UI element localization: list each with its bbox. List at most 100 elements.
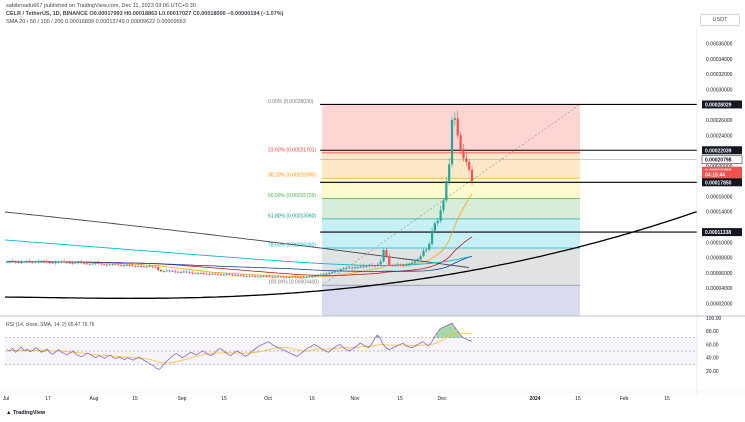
candle-body (442, 200, 445, 211)
candle-body (285, 277, 288, 279)
candle-body (462, 149, 465, 159)
candle-body (199, 272, 203, 274)
candle-body (405, 264, 408, 266)
candle-body (271, 276, 274, 278)
candle-body (45, 261, 49, 263)
candle-body (410, 262, 414, 264)
candle-body (345, 267, 348, 269)
candle-body (11, 261, 14, 263)
candle-body (68, 262, 71, 264)
candle-body (17, 262, 20, 263)
sma-100-line (6, 255, 473, 272)
logo-icon: ▲ (6, 410, 13, 416)
candle-body (108, 264, 111, 266)
price-tag (702, 178, 742, 187)
candle-body (371, 265, 374, 267)
fib-label: 0.00% (0.00028030) (268, 99, 314, 105)
candle-body (65, 262, 69, 263)
candle-body (177, 271, 180, 273)
candle-body (396, 264, 399, 266)
price-tag (702, 146, 742, 155)
candle-body (100, 263, 103, 265)
candle-body (162, 271, 166, 272)
candle-body (328, 273, 331, 274)
price-tick: 0.00006000 (706, 271, 733, 277)
candle-body (145, 266, 148, 268)
candle-body (299, 277, 302, 279)
candle-body (225, 274, 228, 276)
candle-body (362, 266, 365, 268)
candle-body (468, 162, 471, 170)
sma-line: SMA 20 / 50 / 100 / 200 0.00016899 0.000… (6, 19, 186, 25)
candle-body (428, 243, 431, 250)
fib-label: 61.80% (0.00013060) (268, 213, 316, 219)
fib-label: 38.20% (0.00018390) (268, 173, 316, 179)
candle-body (185, 271, 188, 273)
fib-label: 50.00% (0.00015729) (268, 193, 316, 199)
candle-body (413, 261, 417, 263)
candle-body (60, 261, 63, 263)
price-tag (702, 170, 742, 179)
time-tick: Nov (351, 396, 360, 402)
candle-body (168, 270, 171, 272)
candle-body (165, 270, 168, 272)
candle-body (305, 276, 308, 278)
candle-body (231, 274, 234, 276)
candle-body (88, 263, 91, 265)
candle-body (48, 262, 51, 264)
fib-zone (322, 285, 580, 316)
logo-text: TradingView (12, 410, 46, 416)
candle-body (379, 261, 382, 265)
candle-body (416, 259, 419, 262)
candle-body (51, 262, 54, 264)
candle-body (217, 274, 220, 275)
candle-body (242, 275, 245, 277)
candle-body (436, 220, 439, 224)
candle-body (422, 250, 425, 257)
fib-zone (322, 178, 580, 199)
price-tick: 0.00030000 (706, 87, 733, 93)
fib-label: 23.60% (0.00021701) (268, 147, 316, 153)
time-tick: Feb (620, 396, 629, 402)
candle-body (191, 272, 194, 274)
candle-body (20, 262, 23, 264)
candle-body (419, 256, 422, 260)
candle-body (40, 261, 43, 262)
candle-body (336, 270, 340, 272)
fib-labels: 0.00% (0.00028030) 23.60% (0.00021701) 38.… (268, 99, 319, 286)
candle-body (37, 261, 40, 263)
sma-200-line (4, 211, 470, 269)
candle-body (373, 265, 377, 267)
time-tick: 15 (575, 396, 581, 402)
candle-body (331, 272, 334, 274)
rsi-panel: RSI (14, close, SMA, 14, 2) 65.47 76.76 (0, 315, 745, 370)
price-tick: 0.00002000 (706, 302, 733, 308)
candle-body (28, 261, 31, 263)
candle-body (265, 275, 268, 277)
price-tag-text: 04:15:44 (705, 172, 725, 178)
candle-body (368, 265, 371, 267)
trend-line (321, 104, 581, 286)
candle-body (214, 273, 217, 275)
candle-body (8, 261, 11, 263)
rsi-tick: 80.00 (706, 329, 719, 335)
candle-body (385, 249, 388, 257)
price-tick: 0.00014000 (706, 210, 733, 216)
price-tags: 0.000280290.000220390.000207980.00019369… (701, 100, 743, 237)
candle-body (197, 272, 200, 274)
candle-body (85, 263, 88, 265)
candle-body (62, 261, 66, 263)
price-tag (702, 228, 742, 237)
rsi-tick: 40.00 (706, 356, 719, 362)
candle-body (388, 256, 391, 266)
candle-body (382, 249, 385, 262)
candle-body (308, 276, 311, 278)
tradingview-logo: ▲ TradingView (6, 410, 45, 416)
currency-button[interactable]: USDT (700, 14, 740, 26)
time-tick: 2024 (529, 396, 540, 402)
candle-body (142, 266, 146, 268)
price-tick: 0.00004000 (706, 286, 733, 292)
rsi-overbought-fill (375, 323, 462, 338)
rsi-axis: 100.00 80.00 60.00 40.00 20.00 (706, 316, 722, 375)
